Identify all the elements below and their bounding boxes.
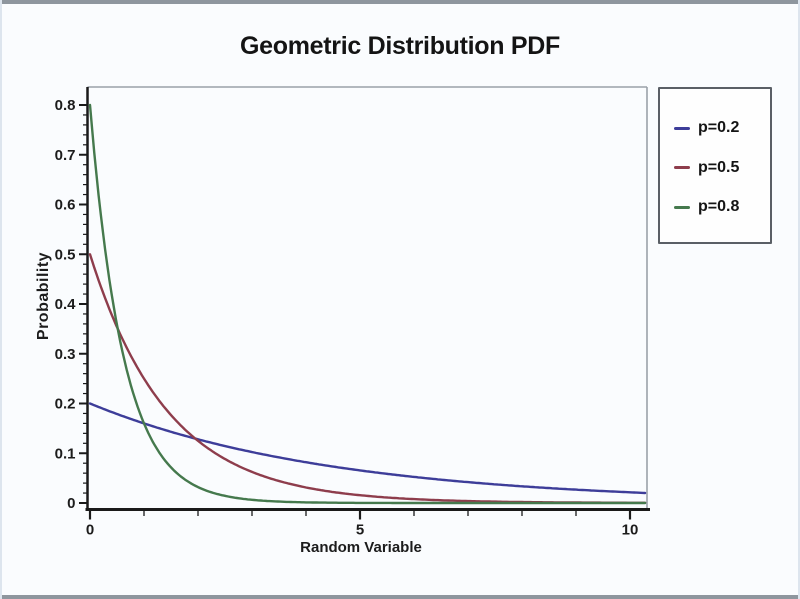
legend-item-p05: p=0.5 xyxy=(674,157,770,179)
window-bottom-border xyxy=(0,595,800,599)
x-tick-label: 0 xyxy=(86,522,94,539)
y-tick-label: 0.2 xyxy=(55,396,76,413)
legend-label-p02: p=0.2 xyxy=(698,119,740,136)
curve-p0.5 xyxy=(88,253,647,504)
legend-label-p08: p=0.8 xyxy=(698,198,740,215)
legend-line-swatch-p05 xyxy=(674,166,690,169)
y-tick-label: 0.7 xyxy=(55,147,76,164)
y-tick-label: 0 xyxy=(67,495,75,512)
y-tick-label: 0.3 xyxy=(55,346,76,363)
y-axis-label: Probability xyxy=(35,251,52,341)
window-right-border xyxy=(798,0,800,599)
legend-line-swatch-p02 xyxy=(674,126,690,130)
legend: p=0.2 p=0.5 p=0.8 xyxy=(658,87,772,244)
legend-label-p05: p=0.5 xyxy=(698,158,740,176)
window-top-border xyxy=(0,0,800,4)
x-tick-label: 5 xyxy=(356,522,364,539)
y-tick-label: 0.5 xyxy=(55,246,76,263)
legend-item-p02: p=0.2 xyxy=(674,117,770,139)
window-left-border xyxy=(0,0,2,599)
x-axis-label: Random Variable xyxy=(300,539,422,556)
legend-line-swatch-p08 xyxy=(674,205,690,209)
curve-p0.2 xyxy=(88,402,647,495)
y-tick-label: 0.1 xyxy=(55,445,76,462)
y-tick-label: 0.4 xyxy=(55,296,77,313)
x-tick-label: 10 xyxy=(622,522,639,539)
legend-item-p08: p=0.8 xyxy=(674,196,770,218)
y-tick-label: 0.8 xyxy=(55,97,76,114)
chart-title: Geometric Distribution PDF xyxy=(239,32,560,60)
curve-p0.8 xyxy=(88,103,647,505)
y-tick-label: 0.6 xyxy=(55,197,76,214)
